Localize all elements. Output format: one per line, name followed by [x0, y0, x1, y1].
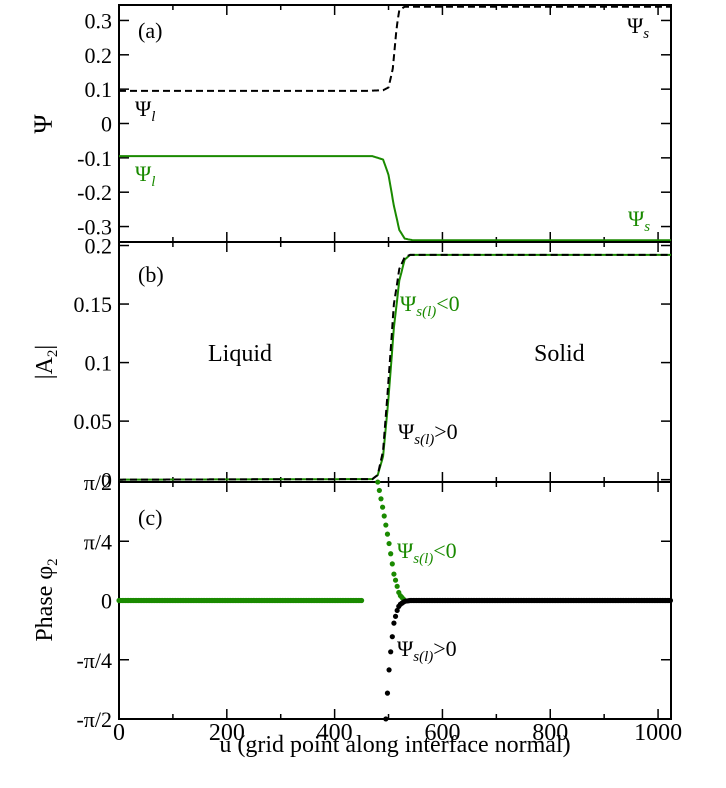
- phase-point: [394, 607, 400, 614]
- y-tick-label: -0.1: [77, 146, 112, 171]
- phase-point: [375, 479, 381, 485]
- y-tick-label: 0.3: [85, 8, 113, 33]
- x-tick-label: 600: [424, 720, 460, 746]
- phase-point: [391, 571, 397, 577]
- y-tick-label: -π/2: [76, 707, 112, 732]
- panel-a-label: (a): [138, 18, 162, 43]
- y-tick-label: 0.15: [74, 292, 113, 317]
- psi-neg-green-label-b: Ψs(l)<0: [400, 291, 460, 320]
- black-dashed-line: [119, 5, 671, 92]
- phase-point: [389, 561, 395, 567]
- y-tick-label: 0.2: [85, 234, 113, 259]
- panel-b-frame: [118, 241, 672, 483]
- phase-point: [386, 667, 392, 673]
- y-tick-label: 0.1: [85, 351, 113, 376]
- phase-point: [392, 577, 399, 583]
- panel-b: 0 0.05 0.1 0.15 0.2 (b) |A2| Liquid Solid Ψs…: [32, 234, 672, 493]
- psi-pos-black-label-b: Ψs(l)>0: [398, 419, 458, 448]
- green-solid-line: [119, 253, 671, 481]
- phase-point: [394, 583, 400, 589]
- y-tick-label: -0.3: [77, 215, 112, 240]
- panel-b-ylabel: |A2|: [32, 345, 61, 379]
- phase-point: [383, 522, 389, 528]
- x-tick-label: 1000: [634, 720, 682, 746]
- liquid-label: Liquid: [208, 341, 272, 367]
- solid-label: Solid: [534, 341, 585, 367]
- phase-point: [392, 613, 399, 619]
- panel-a-yticks: -0.3 -0.2 -0.1 0 0.1 0.2 0.3: [77, 5, 671, 242]
- psi-s-black-label: Ψs: [627, 13, 649, 42]
- phase-point: [388, 551, 394, 557]
- y-tick-label: π/2: [84, 470, 112, 495]
- phase-point: [358, 597, 365, 604]
- phase-point: [384, 690, 391, 696]
- panel-c-ylabel: Phase φ2: [32, 558, 61, 641]
- panel-b-series: [119, 253, 671, 481]
- phase-point: [389, 634, 395, 640]
- phase-point: [376, 487, 382, 494]
- panel-c: -π/2 -π/4 0 π/4 π/2 (c) Phase φ2 Ψs(l)<0 Ψs(…: [32, 470, 674, 732]
- x-tick-label: 800: [532, 720, 568, 746]
- y-tick-label: 0.2: [85, 43, 113, 68]
- x-tick-label: 400: [317, 720, 353, 746]
- green-solid-line: [119, 155, 671, 242]
- phase-point: [383, 716, 389, 722]
- x-tick-label: 200: [209, 720, 245, 746]
- psi-pos-black-label-c: Ψs(l)>0: [397, 636, 457, 665]
- psi-l-green-label: Ψl: [135, 161, 155, 190]
- phase-point: [378, 496, 384, 502]
- psi-l-black-label: Ψl: [135, 96, 155, 125]
- y-tick-label: -π/4: [76, 648, 112, 673]
- phase-point: [384, 531, 391, 537]
- x-axis-label: u (grid point along interface normal): [219, 732, 570, 758]
- panel-b-label: (b): [138, 262, 164, 287]
- panel-c-series: [116, 479, 674, 722]
- panel-a: -0.3 -0.2 -0.1 0 0.1 0.2 0.3 (a) Ψ Ψl Ψs Ψl Ψs: [29, 4, 672, 243]
- panel-c-yticks: -π/2 -π/4 0 π/4 π/2: [76, 470, 671, 732]
- y-tick-label: π/4: [84, 529, 112, 554]
- phase-point: [391, 620, 397, 626]
- panel-c-label: (c): [138, 505, 162, 530]
- phase-point: [388, 649, 394, 655]
- panel-b-yticks: 0 0.05 0.1 0.15 0.2: [74, 234, 671, 493]
- panel-a-series: [119, 5, 671, 242]
- panel-a-ylabel: Ψ: [29, 114, 58, 134]
- y-tick-label: 0: [101, 112, 112, 137]
- phase-point: [386, 540, 392, 547]
- x-tick-label: 0: [113, 720, 125, 746]
- y-tick-label: 0: [101, 589, 112, 614]
- y-tick-label: 0.1: [85, 77, 113, 102]
- y-tick-label: 0: [101, 468, 112, 493]
- phase-point: [667, 597, 674, 604]
- phase-point: [380, 504, 386, 510]
- psi-s-green-label: Ψs: [628, 206, 650, 235]
- y-tick-label: 0.05: [74, 409, 113, 434]
- phase-point: [381, 513, 387, 519]
- black-dashed-line: [119, 253, 671, 481]
- y-tick-label: -0.2: [77, 180, 112, 205]
- x-axis: 0 200 400 600 800 1000: [113, 720, 682, 746]
- psi-neg-green-label-c: Ψs(l)<0: [397, 538, 457, 567]
